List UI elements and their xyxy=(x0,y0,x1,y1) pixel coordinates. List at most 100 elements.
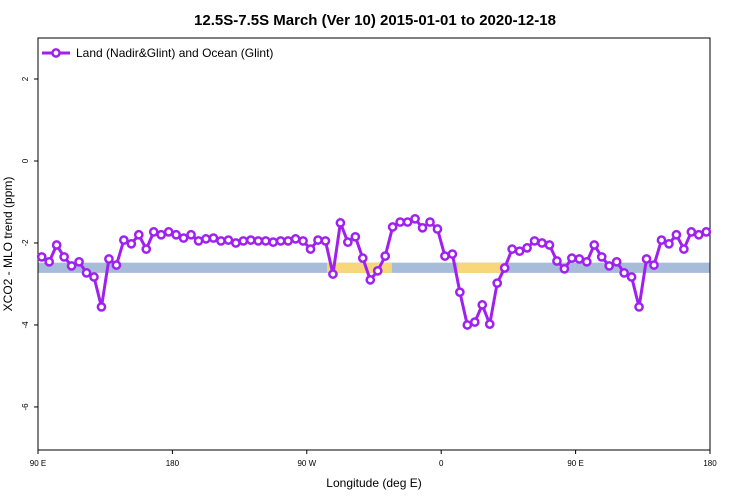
data-point xyxy=(514,246,525,257)
data-point xyxy=(186,229,196,240)
data-point xyxy=(133,229,144,240)
data-point xyxy=(268,237,279,248)
y-tick-label: 0 xyxy=(21,158,30,163)
data-point xyxy=(552,256,562,266)
data-point xyxy=(216,236,226,246)
data-point xyxy=(96,302,107,312)
data-point xyxy=(664,238,674,249)
data-point xyxy=(537,238,547,248)
data-point xyxy=(492,278,503,289)
legend-swatch-marker xyxy=(51,48,61,58)
data-point xyxy=(574,254,585,264)
data-point xyxy=(499,263,510,273)
y-tick-label: -6 xyxy=(21,403,30,411)
data-point xyxy=(178,233,189,243)
data-point xyxy=(223,235,234,245)
data-point xyxy=(469,317,480,327)
data-point xyxy=(357,253,368,263)
data-point xyxy=(440,251,450,261)
data-point xyxy=(701,227,712,237)
data-point xyxy=(141,244,152,254)
x-tick-label: 90 E xyxy=(30,459,46,468)
data-point xyxy=(320,236,331,246)
data-point xyxy=(604,261,615,271)
data-point xyxy=(641,254,652,264)
data-point xyxy=(81,268,92,278)
data-point xyxy=(156,229,167,240)
data-point xyxy=(432,224,443,234)
data-point xyxy=(462,320,473,330)
data-point xyxy=(171,229,181,240)
highlight-range xyxy=(326,262,392,273)
data-point xyxy=(372,266,383,276)
data-point xyxy=(305,244,316,254)
data-point xyxy=(231,238,241,248)
data-point xyxy=(417,222,428,233)
x-tick-label: 180 xyxy=(703,459,717,468)
data-point xyxy=(343,237,353,248)
data-point xyxy=(126,238,137,249)
data-point xyxy=(387,222,398,232)
data-point xyxy=(111,260,122,270)
highlight-range xyxy=(457,262,503,273)
data-point xyxy=(611,256,622,267)
data-point xyxy=(335,218,346,228)
x-tick-label: 0 xyxy=(439,459,444,468)
data-point xyxy=(119,235,129,245)
data-point xyxy=(581,256,592,267)
data-point xyxy=(148,227,159,237)
data-point xyxy=(425,217,435,227)
data-point xyxy=(163,227,174,237)
data-point xyxy=(328,269,338,279)
data-point xyxy=(313,235,323,245)
data-point xyxy=(59,252,69,262)
data-point xyxy=(193,236,204,246)
data-point xyxy=(679,244,689,254)
data-point xyxy=(649,260,659,270)
data-point xyxy=(671,229,682,240)
data-point xyxy=(245,235,256,245)
data-point xyxy=(395,217,405,227)
data-point xyxy=(201,234,211,244)
y-tick-label: -2 xyxy=(21,239,30,247)
data-point xyxy=(477,300,488,310)
x-axis-label: Longitude (deg E) xyxy=(326,476,421,490)
y-tick-label: 2 xyxy=(21,76,30,81)
data-point xyxy=(507,244,517,254)
data-point xyxy=(634,302,644,312)
data-point xyxy=(656,235,667,245)
data-point xyxy=(484,319,495,329)
data-point xyxy=(410,213,420,224)
chart-title: 12.5S-7.5S March (Ver 10) 2015-01-01 to … xyxy=(194,12,556,29)
data-point xyxy=(589,240,600,250)
data-point xyxy=(238,236,249,246)
data-point xyxy=(290,234,301,244)
data-point xyxy=(74,256,84,267)
data-point xyxy=(447,249,458,259)
data-point xyxy=(208,233,219,243)
data-point xyxy=(626,272,637,282)
legend-label: Land (Nadir&Glint) and Ocean (Glint) xyxy=(76,46,273,60)
data-point xyxy=(260,236,271,246)
data-point xyxy=(455,287,465,298)
data-point xyxy=(596,252,607,262)
data-point xyxy=(36,252,47,262)
data-point xyxy=(693,229,704,240)
x-tick-label: 90 E xyxy=(567,459,583,468)
x-tick-label: 180 xyxy=(166,459,180,468)
data-point xyxy=(350,231,361,242)
data-point xyxy=(283,236,293,246)
plot-frame xyxy=(37,37,711,451)
data-point xyxy=(686,227,697,237)
data-point xyxy=(522,243,532,253)
data-point xyxy=(44,256,55,267)
data-point xyxy=(544,240,555,250)
data-point xyxy=(51,240,62,250)
data-point xyxy=(619,268,629,278)
y-tick-label: -4 xyxy=(21,321,30,329)
data-point xyxy=(66,261,77,271)
data-point xyxy=(402,217,413,227)
data-point xyxy=(529,236,540,246)
x-tick-label: 90 W xyxy=(297,459,316,468)
